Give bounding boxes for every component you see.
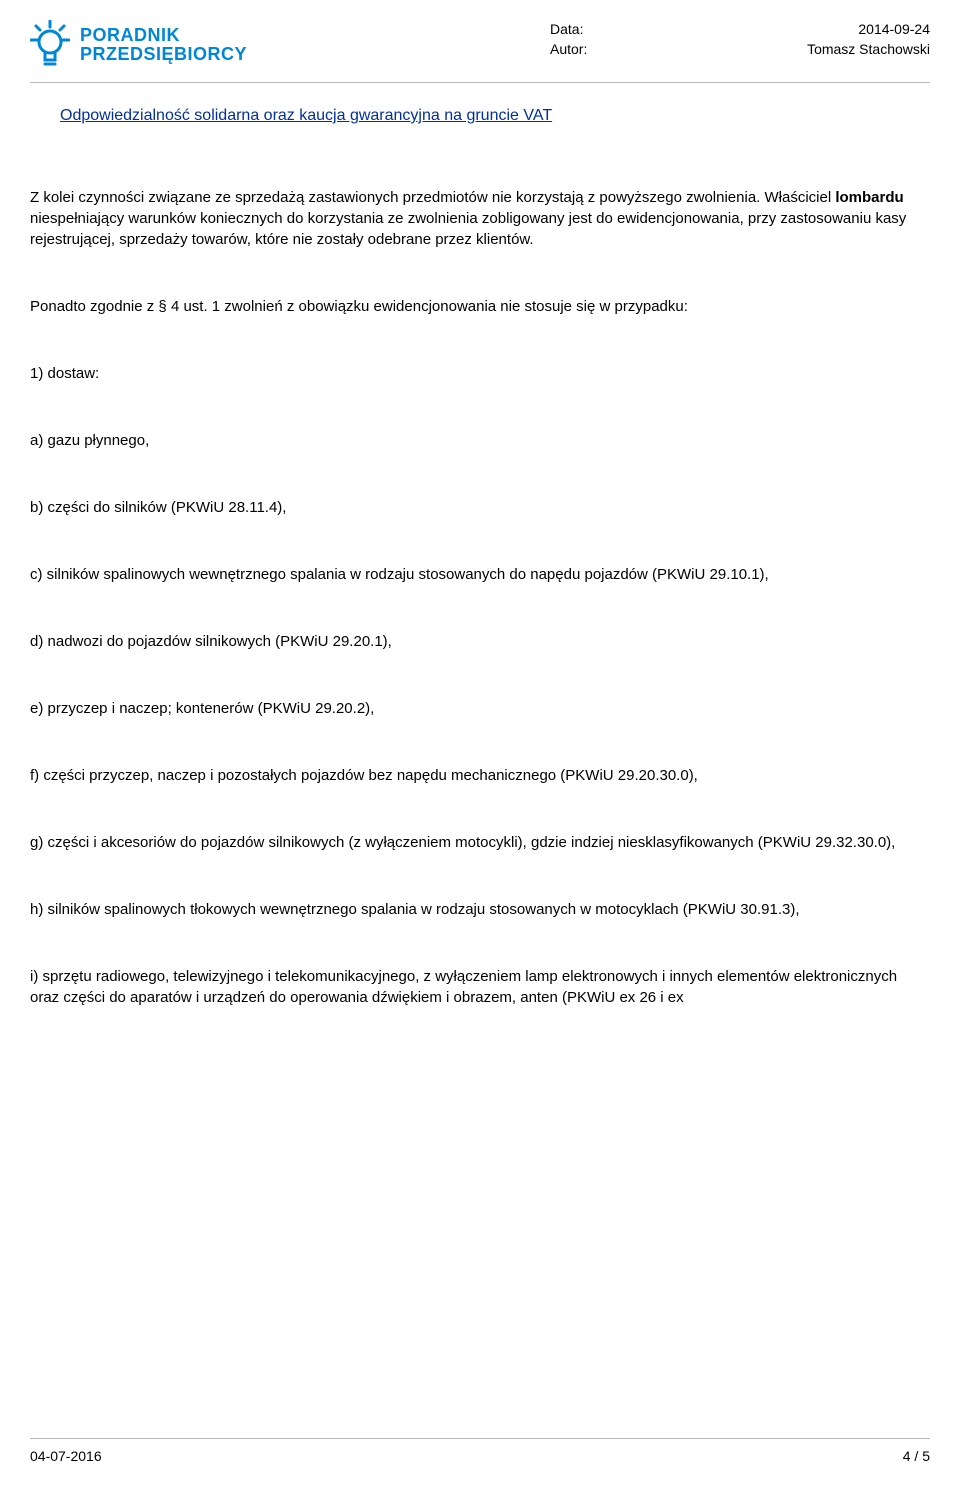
intro-bold-lombardu: lombardu bbox=[835, 189, 903, 206]
meta-date-value: 2014-09-24 bbox=[858, 20, 930, 40]
article-body: Z kolei czynności związane ze sprzedażą … bbox=[30, 187, 930, 1008]
paragraph-d: d) nadwozi do pojazdów silnikowych (PKWi… bbox=[30, 631, 930, 652]
paragraph-a: a) gazu płynnego, bbox=[30, 430, 930, 451]
article-title-link[interactable]: Odpowiedzialność solidarna oraz kaucja g… bbox=[60, 105, 552, 127]
intro-part-2: niespełniający warunków koniecznych do k… bbox=[30, 210, 906, 248]
meta-author-value: Tomasz Stachowski bbox=[807, 40, 930, 60]
footer-date: 04-07-2016 bbox=[30, 1447, 102, 1467]
paragraph-lead: Ponadto zgodnie z § 4 ust. 1 zwolnień z … bbox=[30, 296, 930, 317]
footer-page-number: 4 / 5 bbox=[903, 1447, 930, 1467]
paragraph-intro: Z kolei czynności związane ze sprzedażą … bbox=[30, 187, 930, 250]
brand-line-2: PRZEDSIĘBIORCY bbox=[80, 45, 247, 64]
paragraph-f: f) części przyczep, naczep i pozostałych… bbox=[30, 765, 930, 786]
lightbulb-icon bbox=[30, 20, 70, 70]
intro-part-1: Z kolei czynności związane ze sprzedażą … bbox=[30, 189, 835, 206]
brand-line-1: PORADNIK bbox=[80, 26, 247, 45]
paragraph-i: i) sprzętu radiowego, telewizyjnego i te… bbox=[30, 966, 930, 1008]
footer-divider bbox=[30, 1438, 930, 1439]
paragraph-g: g) części i akcesoriów do pojazdów silni… bbox=[30, 832, 930, 853]
page-header: PORADNIK PRZEDSIĘBIORCY Data: 2014-09-24… bbox=[30, 0, 930, 82]
document-meta: Data: 2014-09-24 Autor: Tomasz Stachowsk… bbox=[550, 20, 930, 59]
paragraph-h: h) silników spalinowych tłokowych wewnęt… bbox=[30, 899, 930, 920]
meta-author-label: Autor: bbox=[550, 40, 587, 60]
brand-logo: PORADNIK PRZEDSIĘBIORCY bbox=[30, 20, 247, 70]
paragraph-e: e) przyczep i naczep; kontenerów (PKWiU … bbox=[30, 698, 930, 719]
paragraph-1: 1) dostaw: bbox=[30, 363, 930, 384]
header-divider bbox=[30, 82, 930, 83]
page-footer: 04-07-2016 4 / 5 bbox=[30, 1438, 930, 1467]
paragraph-c: c) silników spalinowych wewnętrznego spa… bbox=[30, 564, 930, 585]
paragraph-b: b) części do silników (PKWiU 28.11.4), bbox=[30, 497, 930, 518]
brand-name: PORADNIK PRZEDSIĘBIORCY bbox=[80, 26, 247, 64]
meta-date-label: Data: bbox=[550, 20, 583, 40]
